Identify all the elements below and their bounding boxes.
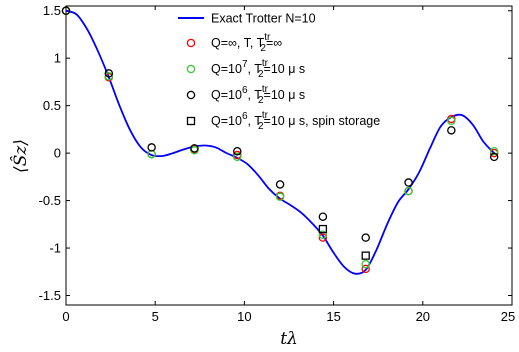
data-point: [275, 192, 285, 202]
exact-trotter-line: [65, 9, 495, 275]
data-point: [318, 212, 328, 221]
x-axis-label: tλ: [280, 329, 298, 349]
marker-series: [61, 6, 499, 274]
legend-marker-swatch: [186, 90, 196, 100]
legend-label: Q=∞, T, Ttr 2=∞: [211, 32, 282, 54]
data-point: [233, 152, 242, 162]
data-point: [447, 116, 456, 126]
data-point: [361, 264, 370, 274]
legend-label: Q=106, Ttr 2=10 μ s: [211, 84, 305, 106]
y-tick-labels: -1.5 -1 -0.5 0 0.5 1 1.5: [39, 3, 61, 303]
y-axis-label: ⟨Ŝz⟩: [10, 139, 31, 173]
x-tick-label: 10: [237, 309, 251, 324]
data-point: [318, 233, 328, 242]
y-tick-label: 1: [54, 51, 61, 66]
data-point: [318, 224, 328, 234]
data-point: [147, 143, 156, 152]
legend-marker-swatch: [186, 38, 196, 48]
y-tick-label: 0.5: [43, 98, 61, 113]
data-point: [104, 71, 114, 81]
legend-marker-swatch: [186, 64, 196, 74]
x-tick-labels: 0 5 10 15 20 25: [62, 309, 515, 324]
data-point: [361, 251, 370, 260]
data-point: [233, 146, 242, 156]
data-point: [61, 6, 71, 15]
data-point: [361, 233, 370, 242]
x-tick-label: 0: [62, 309, 69, 324]
legend-label: Exact Trotter N=10: [211, 12, 316, 26]
data-point: [489, 146, 499, 156]
data-point: [404, 178, 413, 187]
data-point: [404, 186, 413, 196]
data-point: [104, 69, 114, 78]
x-tick-label: 20: [416, 309, 430, 324]
x-tick-label: 25: [501, 309, 515, 324]
legend-marker-swatch: [186, 116, 196, 126]
y-tick-label: 1.5: [43, 3, 61, 18]
data-point: [361, 259, 370, 269]
legend: Exact Trotter N=10 Q=∞, T, Ttr 2=∞ Q=107, T…: [178, 12, 380, 132]
y-tick-label: -1.5: [39, 288, 61, 303]
axis-ticks: [65, 6, 513, 305]
data-point: [489, 152, 499, 162]
data-point: [190, 144, 199, 153]
plot-frame: [65, 5, 513, 306]
legend-label: Q=106, Ttr 2=10 μ s, spin storage: [211, 110, 380, 132]
data-point: [318, 230, 328, 240]
y-tick-label: -1: [49, 241, 61, 256]
y-tick-label: -0.5: [39, 193, 61, 208]
x-tick-label: 15: [326, 309, 340, 324]
legend-label: Q=107, Ttr 2=10 μ s: [211, 58, 305, 80]
x-tick-label: 5: [152, 309, 159, 324]
data-point: [447, 126, 456, 135]
data-point: [275, 180, 285, 189]
y-tick-label: 0: [54, 146, 61, 161]
